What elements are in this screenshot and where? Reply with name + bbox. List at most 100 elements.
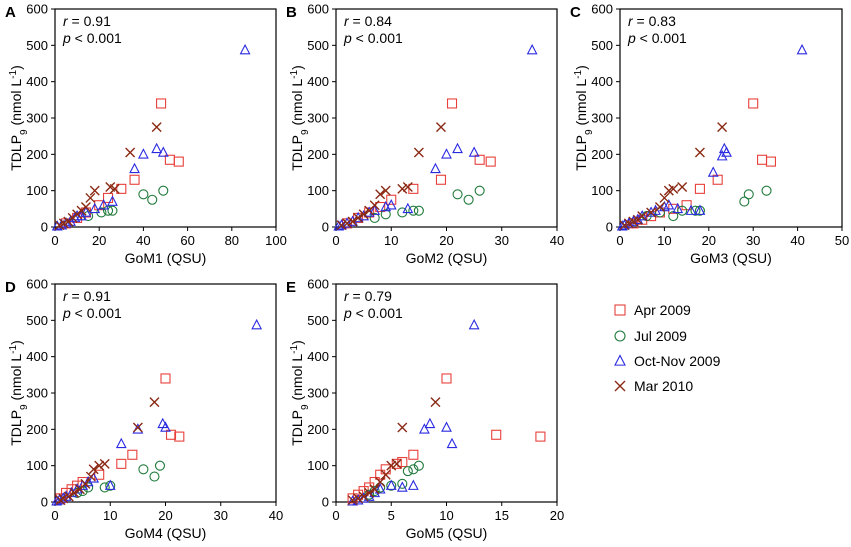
y-tick-label: 0: [606, 220, 613, 235]
y-tick-label: 100: [26, 458, 48, 473]
data-point-oct: [374, 483, 386, 494]
legend-symbol-oct: [614, 354, 626, 366]
data-point-jul: [408, 464, 419, 475]
y-tick-label: 600: [307, 2, 329, 17]
r-stat: r = 0.84: [344, 13, 392, 29]
data-point-oct: [385, 199, 397, 210]
r-value: = 0.91: [68, 288, 111, 304]
y-label-main: TDLP: [289, 135, 305, 171]
data-point-oct: [104, 479, 116, 490]
data-point-apr: [748, 98, 759, 109]
y-label-close: ): [8, 65, 24, 70]
data-point-jul: [158, 185, 169, 196]
y-tick-label: 300: [26, 111, 48, 126]
series-apr: [341, 98, 496, 229]
y-tick-label: 400: [591, 74, 613, 89]
p-stat: p < 0.001: [627, 30, 687, 46]
y-tick-label: 200: [26, 422, 48, 437]
data-point-jul: [408, 205, 419, 216]
data-point-oct: [396, 481, 408, 492]
data-point-oct: [707, 166, 719, 177]
x-tick-label: 0: [51, 508, 58, 523]
data-point-mar: [125, 147, 136, 158]
y-tick-label: 600: [591, 2, 613, 17]
data-point-apr: [441, 373, 452, 384]
x-tick-label: 30: [495, 233, 509, 248]
data-point-mar: [375, 189, 386, 200]
legend-item-jul: Jul 2009: [614, 328, 687, 344]
y-tick-label: 0: [322, 220, 329, 235]
data-point-mar: [369, 484, 380, 495]
data-point-jul: [83, 482, 94, 493]
data-point-oct: [137, 148, 149, 159]
data-point-mar: [380, 185, 391, 196]
data-point-oct: [129, 162, 140, 174]
p-stat: p < 0.001: [343, 305, 403, 321]
data-point-apr: [765, 156, 777, 167]
y-axis-label: TDLP9 (nmol L-1): [8, 65, 30, 171]
data-point-apr: [485, 156, 496, 167]
panel-letter: C: [570, 4, 581, 21]
x-tick-label: 20: [550, 508, 564, 523]
data-point-jul: [99, 482, 110, 493]
data-point-oct: [526, 43, 538, 55]
data-point-jul: [402, 466, 413, 477]
data-point-mar: [336, 220, 347, 231]
y-label-main: TDLP: [289, 410, 305, 446]
y-label-close: ): [8, 340, 24, 345]
data-point-oct: [151, 142, 163, 154]
data-point-apr: [491, 429, 502, 440]
data-point-apr: [116, 183, 127, 194]
data-point-mar: [358, 491, 369, 502]
y-label-unit: (nmol L: [289, 79, 305, 130]
data-point-oct: [672, 202, 684, 214]
y-label-unit: (nmol L: [8, 354, 24, 405]
r-value: = 0.91: [68, 13, 111, 29]
data-point-jul: [690, 205, 701, 216]
p-value: < 0.001: [71, 30, 122, 46]
data-point-mar: [85, 471, 96, 482]
p-stat: p < 0.001: [62, 305, 122, 321]
data-point-oct: [107, 195, 118, 206]
r-stat: r = 0.91: [63, 288, 111, 304]
data-point-mar: [694, 147, 705, 158]
r-symbol: r: [628, 13, 634, 29]
data-point-apr: [757, 154, 768, 165]
data-point-mar: [413, 147, 424, 158]
data-point-oct: [430, 162, 441, 174]
data-point-oct: [98, 199, 110, 210]
data-point-oct: [402, 202, 414, 214]
data-point-jul: [138, 464, 149, 475]
legend-symbol-mar: [614, 380, 626, 392]
y-label-sup: -1: [8, 344, 19, 353]
x-tick-label: 10: [103, 508, 117, 523]
data-point-oct: [446, 437, 458, 449]
y-label-sup: -1: [289, 344, 300, 353]
data-point-mar: [386, 460, 397, 471]
y-label-main: TDLP: [8, 135, 24, 171]
y-tick-label: 100: [26, 183, 48, 198]
y-label-close: ): [289, 65, 305, 70]
series-oct: [616, 43, 808, 231]
data-point-jul: [739, 196, 750, 207]
x-axis-label: GoM3 (QSU): [690, 250, 772, 266]
legend-label-apr: Apr 2009: [634, 302, 691, 318]
data-point-mar: [397, 422, 408, 433]
data-point-oct: [89, 202, 101, 214]
x-tick-label: 0: [616, 233, 623, 248]
legend-label-jul: Jul 2009: [634, 328, 687, 344]
x-tick-label: 5: [388, 508, 395, 523]
y-axis-label: TDLP9 (nmol L-1): [573, 65, 595, 171]
y-tick-label: 300: [26, 386, 48, 401]
x-tick-label: 30: [214, 508, 228, 523]
r-value: = 0.84: [349, 13, 392, 29]
y-tick-label: 300: [307, 111, 329, 126]
series-mar: [619, 122, 728, 231]
data-point-apr: [116, 458, 127, 469]
data-point-mar: [89, 185, 100, 196]
x-tick-label: 10: [657, 233, 671, 248]
data-point-oct: [441, 421, 452, 432]
data-point-mar: [94, 460, 105, 471]
data-point-jul: [463, 194, 474, 205]
